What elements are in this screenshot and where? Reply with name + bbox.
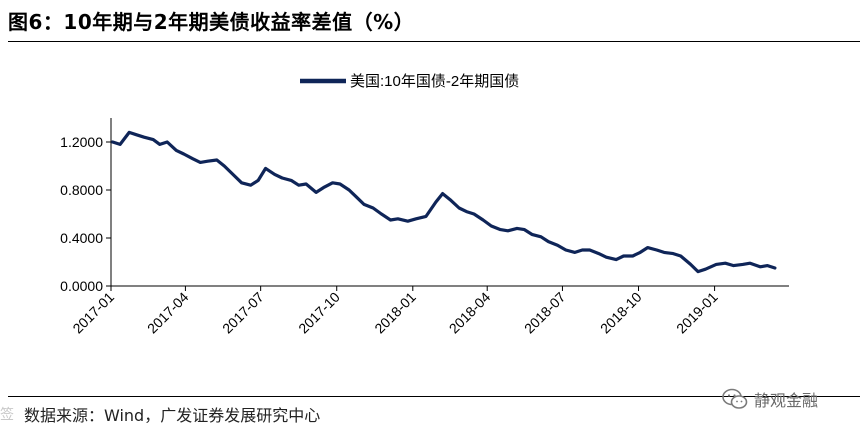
y-axis-ticks: 0.0000 0.4000 0.8000 1.2000 [60, 134, 111, 294]
x-tick-label: 2017-07 [219, 289, 267, 337]
title-divider [8, 41, 860, 42]
source-note: 数据来源：Wind，广发证券发展研究中心 [24, 406, 321, 425]
chart-legend: 美国:10年国债-2年期国债 [300, 73, 519, 90]
x-tick-label: 2017-04 [144, 289, 192, 337]
y-tick-label: 0.4000 [60, 230, 103, 246]
y-tick-label: 0.8000 [60, 182, 103, 198]
y-tick-label: 1.2000 [60, 134, 103, 150]
line-chart: 美国:10年国债-2年期国债 0.00000.40000.80001.2000 … [60, 73, 789, 337]
x-tick-label: 2017-01 [69, 289, 117, 337]
x-tick-label: 2017-10 [295, 289, 343, 337]
watermark: 静观金融 [722, 385, 818, 413]
x-tick-label: 2018-10 [597, 289, 645, 337]
x-tick-label: 2018-04 [446, 289, 494, 337]
x-tick-label: 2019-01 [673, 289, 721, 337]
source-divider [8, 396, 860, 397]
series-line [111, 130, 777, 274]
watermark-text: 静观金融 [754, 391, 819, 410]
x-axis-ticks: 2017-01 2017-04 2017-07 2017-10 2018-01 2018-… [69, 286, 721, 337]
x-tick-label: 2018-07 [521, 289, 569, 337]
figure-title: 图6：10年期与2年期美债收益率差值（%） [8, 10, 415, 34]
corner-watermark: 签 [0, 407, 14, 423]
wechat-icon [722, 388, 748, 409]
legend-label: 美国:10年国债-2年期国债 [350, 73, 519, 90]
x-tick-label: 2018-01 [371, 289, 419, 337]
chart-axes [110, 118, 789, 287]
y-tick-label: 0.0000 [60, 278, 103, 294]
